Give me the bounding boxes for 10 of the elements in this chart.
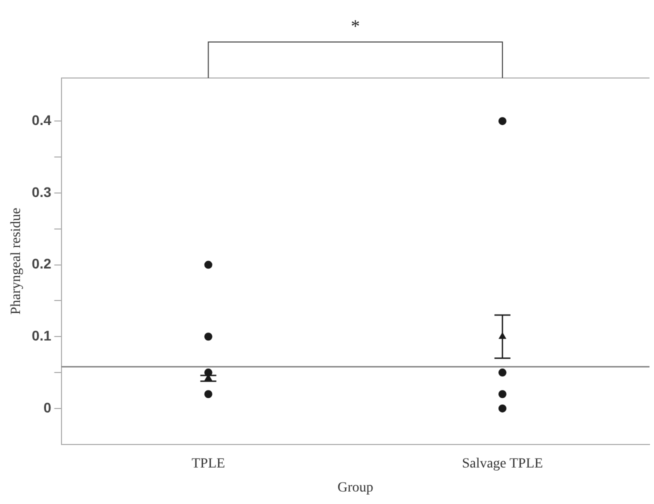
y-axis-title: Pharyngeal residue xyxy=(9,208,24,315)
y-tick-label: 0.2 xyxy=(32,256,52,272)
y-tick-label: 0.3 xyxy=(32,184,52,200)
y-tick-label: 0.4 xyxy=(32,112,52,128)
y-tick-label: 0 xyxy=(43,399,52,416)
text: * xyxy=(350,16,360,36)
x-tick-label: Salvage TPLE xyxy=(462,456,543,472)
x-tick-label: TPLE xyxy=(192,456,226,472)
x-axis-title: Group xyxy=(337,480,374,496)
y-tick-label: 0.1 xyxy=(32,327,52,344)
